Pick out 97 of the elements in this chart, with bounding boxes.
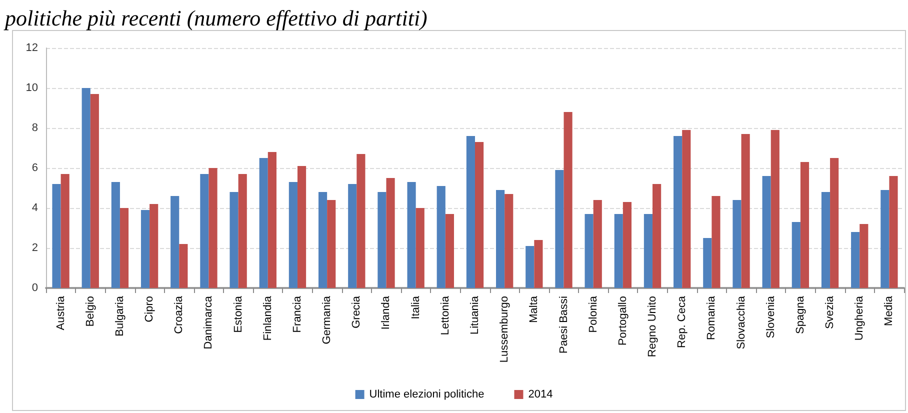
bar — [741, 134, 750, 288]
y-tick-label: 10 — [26, 82, 38, 94]
bar — [712, 196, 720, 288]
bar — [851, 232, 860, 288]
x-tick-label: Paesi Bassi — [558, 296, 570, 354]
bar — [318, 192, 328, 288]
x-tick-label: Italia — [410, 295, 422, 320]
bar — [593, 200, 602, 288]
y-tick-label: 4 — [32, 202, 38, 214]
bar — [564, 112, 572, 288]
bar — [348, 184, 357, 288]
bar — [800, 162, 810, 288]
bar — [860, 224, 868, 288]
x-tick-label: Lituania — [469, 295, 481, 335]
y-tick-label: 0 — [32, 282, 38, 294]
bar — [356, 154, 366, 288]
bar — [436, 186, 446, 288]
x-tick-label: Ungheria — [854, 295, 866, 341]
bar — [504, 194, 514, 288]
bar — [327, 200, 336, 288]
bar — [416, 208, 424, 288]
bar — [288, 182, 298, 288]
bar — [674, 136, 682, 288]
x-tick-label: Francia — [291, 295, 304, 333]
bar — [259, 158, 268, 288]
bar — [445, 214, 454, 288]
x-tick-label: Croazia — [173, 295, 186, 334]
x-tick-label: Malta — [528, 295, 540, 323]
bar — [111, 182, 120, 288]
bar — [555, 170, 564, 288]
bar — [120, 208, 129, 288]
bar — [652, 184, 662, 288]
x-tick-label: Romania — [706, 295, 718, 340]
chart-title: politiche più recenti (numero effettivo di partiti) — [3, 6, 428, 30]
x-tick-label: Belgio — [84, 296, 96, 327]
x-tick-label: Media — [883, 295, 896, 326]
bar — [622, 202, 632, 288]
bar — [90, 94, 99, 288]
bar — [584, 214, 594, 288]
legend-label: 2014 — [528, 388, 553, 400]
bar — [889, 176, 898, 288]
bar — [82, 88, 90, 288]
bar — [150, 204, 158, 288]
y-tick-label: 6 — [32, 162, 38, 174]
bar — [880, 190, 890, 288]
x-tick-label: Slovacchia — [735, 295, 748, 350]
bar — [475, 142, 484, 288]
bar — [60, 174, 70, 288]
bar — [614, 214, 623, 288]
x-tick-label: Regno Unito — [646, 296, 659, 358]
x-tick-label: Cipro — [144, 296, 156, 322]
bar — [386, 178, 395, 288]
bar — [526, 246, 534, 288]
bar — [407, 182, 416, 288]
bar — [703, 238, 712, 288]
bar — [297, 166, 306, 288]
bar — [466, 136, 475, 288]
x-tick-label: Lussemburgo — [498, 296, 511, 363]
x-tick-label: Portogallo — [616, 296, 629, 346]
x-tick-label: Danimarca — [202, 295, 215, 350]
y-tick-label: 2 — [32, 242, 38, 254]
x-tick-label: Austria — [54, 295, 67, 330]
x-tick-label: Lettonia — [439, 295, 452, 336]
bar — [208, 168, 218, 288]
bar — [682, 130, 691, 288]
x-tick-label: Polonia — [587, 295, 600, 333]
x-tick-label: Estonia — [232, 295, 244, 333]
bar — [770, 130, 780, 288]
bar — [830, 158, 839, 288]
x-tick-label: Irlanda — [380, 295, 392, 330]
bar — [534, 240, 543, 288]
x-tick-label: Rep. Ceca — [676, 295, 688, 348]
bar — [496, 190, 505, 288]
bar — [732, 200, 742, 288]
bar — [821, 192, 830, 288]
bar — [200, 174, 209, 288]
bar — [644, 214, 653, 288]
bar — [238, 174, 247, 288]
legend-label: Ultime elezioni politiche — [369, 388, 484, 400]
bar — [792, 222, 800, 288]
bar — [140, 210, 150, 288]
x-tick-label: Svezia — [824, 295, 836, 330]
bar — [52, 184, 61, 288]
x-tick-label: Spagna — [794, 295, 806, 334]
x-tick-label: Bulgaria — [114, 295, 126, 336]
bar — [179, 244, 188, 288]
x-tick-label: Grecia — [350, 295, 363, 328]
y-tick-label: 12 — [26, 42, 38, 54]
bar — [762, 176, 771, 288]
x-tick-label: Slovenia — [764, 295, 777, 338]
y-tick-label: 8 — [32, 122, 38, 134]
bar — [230, 192, 238, 288]
x-tick-label: Finlandia — [262, 295, 274, 341]
bar — [170, 196, 180, 288]
x-tick-label: Germania — [321, 295, 334, 344]
bar — [268, 152, 276, 288]
bar — [378, 192, 386, 288]
